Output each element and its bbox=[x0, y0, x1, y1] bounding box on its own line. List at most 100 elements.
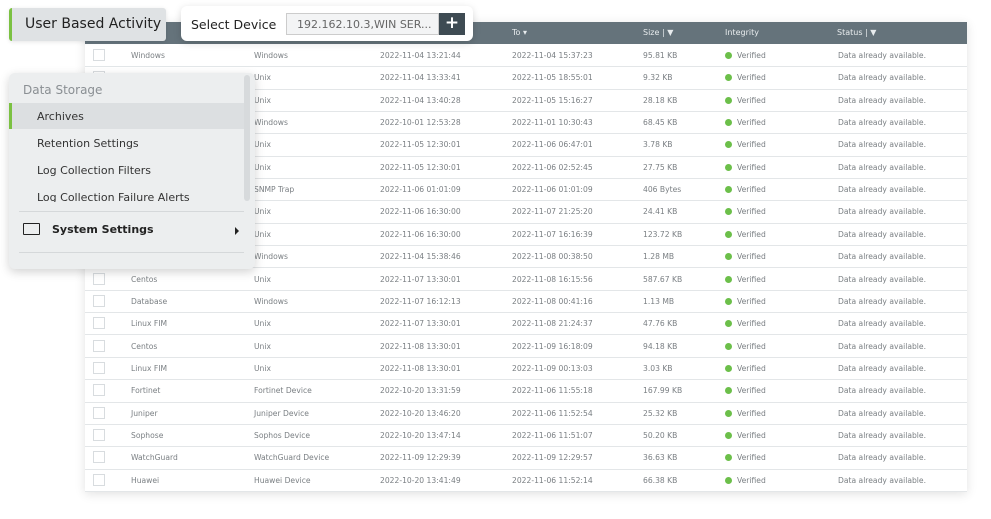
cell-text: 2022-11-01 10:30:43 bbox=[512, 118, 593, 128]
cell-to-time: 2022-11-06 11:52:14 bbox=[512, 476, 593, 485]
cell-size: 25.32 KB bbox=[643, 409, 677, 418]
cell-text: Juniper Device bbox=[254, 408, 309, 418]
cell-status: Data already available. bbox=[838, 207, 926, 216]
table-row[interactable]: Linux FIM Unix 2022-11-08 13:30:01 2022-11-… bbox=[85, 357, 967, 381]
cell-device-type: Unix bbox=[254, 364, 271, 373]
cell-size: 28.18 KB bbox=[643, 96, 677, 105]
row-checkbox[interactable] bbox=[93, 339, 105, 352]
menu-item-system-settings[interactable]: System Settings bbox=[23, 223, 154, 236]
cell-from-time: 2022-11-06 16:30:00 bbox=[380, 207, 461, 216]
check-circle-icon bbox=[725, 186, 732, 194]
table-row[interactable]: Windows Windows 2022-11-04 13:21:44 2022-11… bbox=[85, 44, 967, 68]
cell-device-type: Unix bbox=[254, 207, 271, 216]
cell-size: 1.13 MB bbox=[643, 297, 674, 306]
row-checkbox[interactable] bbox=[93, 361, 105, 374]
cell-text: Juniper bbox=[131, 408, 158, 418]
cell-text: Huawei bbox=[131, 475, 160, 485]
row-checkbox[interactable] bbox=[93, 406, 105, 419]
cell-text: 2022-11-06 16:30:00 bbox=[380, 207, 461, 217]
cell-from-time: 2022-11-07 13:30:01 bbox=[380, 319, 461, 328]
table-row[interactable]: Linux FIM Unix 2022-11-07 13:30:01 2022-11-… bbox=[85, 312, 967, 336]
check-circle-icon bbox=[725, 297, 732, 305]
cell-device-type: Unix bbox=[254, 163, 271, 172]
cell-text: Unix bbox=[254, 140, 271, 150]
cell-size: 47.76 KB bbox=[643, 319, 677, 328]
check-circle-icon bbox=[725, 409, 732, 417]
check-circle-icon bbox=[725, 342, 732, 350]
row-checkbox[interactable] bbox=[93, 317, 105, 330]
cell-text: 2022-10-01 12:53:28 bbox=[380, 118, 461, 128]
menu-scrollbar[interactable] bbox=[244, 75, 250, 201]
cell-status: Data already available. bbox=[838, 73, 926, 82]
table-row[interactable]: Centos Unix 2022-11-07 13:30:01 2022-11-08 … bbox=[85, 268, 967, 291]
cell-from-time: 2022-11-08 13:30:01 bbox=[380, 364, 461, 373]
cell-device-type: Sophos Device bbox=[254, 431, 310, 440]
cell-size: 3.03 KB bbox=[643, 364, 673, 373]
table-row[interactable]: Juniper Juniper Device 2022-10-20 13:46:20… bbox=[85, 402, 967, 425]
column-status[interactable]: Status | ▼ bbox=[837, 28, 877, 37]
cell-status: Data already available. bbox=[838, 96, 926, 105]
table-row[interactable]: Database Windows 2022-11-07 16:12:13 2022-1… bbox=[85, 290, 967, 314]
row-checkbox[interactable] bbox=[93, 272, 105, 285]
cell-to-time: 2022-11-07 16:16:39 bbox=[512, 230, 593, 239]
cell-to-time: 2022-11-08 21:24:37 bbox=[512, 319, 593, 328]
column-size[interactable]: Size | ▼ bbox=[643, 28, 674, 37]
cell-text: 3.03 KB bbox=[643, 363, 673, 373]
row-checkbox[interactable] bbox=[93, 428, 105, 441]
cell-device-name: Huawei bbox=[131, 476, 159, 485]
cell-to-time: 2022-11-09 00:13:03 bbox=[512, 364, 593, 373]
user-based-activity-tab[interactable]: User Based Activity bbox=[9, 8, 166, 41]
cell-text: Data already available. bbox=[838, 341, 927, 351]
cell-integrity: Verified bbox=[725, 476, 766, 485]
add-device-button[interactable]: + bbox=[439, 13, 465, 35]
cell-text: Unix bbox=[254, 95, 271, 105]
cell-text: Fortinet Device bbox=[254, 386, 312, 396]
column-to[interactable]: To ▾ bbox=[512, 28, 527, 37]
row-checkbox[interactable] bbox=[93, 49, 105, 61]
table-row[interactable]: Centos Unix 2022-11-08 13:30:01 2022-11-09 … bbox=[85, 335, 967, 358]
cell-integrity: Verified bbox=[725, 409, 766, 418]
menu-item-retention-settings[interactable]: Retention Settings bbox=[37, 137, 139, 150]
cell-text: Verified bbox=[737, 475, 766, 485]
cell-text: Unix bbox=[254, 363, 271, 373]
cell-text: 2022-11-06 11:51:07 bbox=[512, 430, 593, 440]
cell-text: 2022-11-08 00:38:50 bbox=[512, 252, 593, 262]
cell-text: 2022-10-20 13:31:59 bbox=[380, 386, 461, 396]
cell-device-name: Windows bbox=[131, 51, 165, 60]
table-row[interactable]: Sophose Sophos Device 2022-10-20 13:47:14 2… bbox=[85, 424, 967, 448]
cell-integrity: Verified bbox=[725, 73, 766, 82]
cell-text: 94.18 KB bbox=[643, 341, 678, 351]
cell-text: Verified bbox=[737, 207, 766, 217]
cell-text: 2022-11-06 16:30:00 bbox=[380, 229, 461, 239]
row-checkbox[interactable] bbox=[93, 384, 105, 397]
cell-text: 2022-11-09 16:18:09 bbox=[512, 341, 593, 351]
row-checkbox[interactable] bbox=[93, 451, 105, 464]
cell-to-time: 2022-11-06 06:47:01 bbox=[512, 140, 593, 149]
cell-status: Data already available. bbox=[838, 431, 926, 440]
cell-text: Unix bbox=[254, 319, 271, 329]
cell-to-time: 2022-11-07 21:25:20 bbox=[512, 207, 593, 216]
cell-text: Data already available. bbox=[838, 252, 927, 262]
table-row[interactable]: Fortinet Fortinet Device 2022-10-20 13:31:… bbox=[85, 379, 967, 403]
cell-device-name: Linux FIM bbox=[131, 319, 167, 328]
cell-device-type: Fortinet Device bbox=[254, 386, 312, 395]
divider bbox=[19, 252, 244, 253]
cell-text: Data already available. bbox=[838, 296, 927, 306]
cell-text: Data already available. bbox=[838, 408, 927, 418]
cell-text: Sophos Device bbox=[254, 430, 311, 440]
table-row[interactable]: Huawei Huawei Device 2022-10-20 13:41:49 20… bbox=[85, 469, 967, 492]
menu-item-log-collection-failure-alerts[interactable]: Log Collection Failure Alerts bbox=[37, 191, 190, 202]
cell-device-type: Windows bbox=[254, 297, 288, 306]
device-input[interactable]: 192.162.10.3,WIN SER... bbox=[286, 13, 439, 35]
cell-integrity: Verified bbox=[725, 453, 766, 462]
menu-item-archives[interactable]: Archives bbox=[9, 103, 245, 129]
cell-status: Data already available. bbox=[838, 297, 926, 306]
cell-text: Windows bbox=[131, 51, 165, 60]
cell-text: Linux FIM bbox=[131, 363, 168, 373]
cell-size: 1.28 MB bbox=[643, 252, 674, 261]
menu-item-log-collection-filters[interactable]: Log Collection Filters bbox=[37, 164, 152, 177]
row-checkbox[interactable] bbox=[93, 294, 105, 307]
row-checkbox[interactable] bbox=[93, 473, 105, 486]
table-row[interactable]: WatchGuard WatchGuard Device 2022-11-09 12… bbox=[85, 446, 967, 470]
cell-text: 2022-11-04 15:38:46 bbox=[380, 252, 461, 262]
